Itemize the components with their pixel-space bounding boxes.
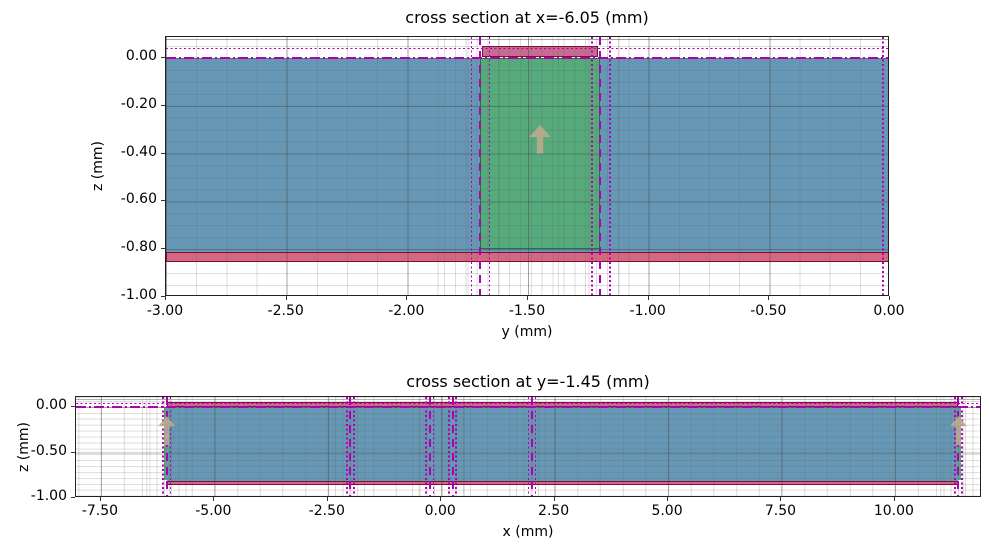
boundary-hline-dashdot <box>76 406 980 408</box>
boundary-vline-dotted <box>961 397 963 496</box>
boundary-vline-dashed <box>451 397 454 496</box>
x-tick-mark <box>326 497 328 501</box>
boundary-vline-dashed <box>599 37 602 295</box>
boundary-vline-dotted <box>591 37 593 295</box>
x-tick-label: 7.50 <box>764 503 797 519</box>
x-tick-label: 5.00 <box>651 503 683 519</box>
y-tick-mark <box>161 104 165 106</box>
x-tick-mark <box>527 296 528 300</box>
y-tick-label: -1.00 <box>30 488 67 504</box>
boundary-vline-dotted <box>954 397 956 496</box>
bottom-layer-pink <box>166 480 959 485</box>
boundary-vline-dotted <box>169 397 172 496</box>
x-tick-mark <box>285 296 287 300</box>
x-tick-mark <box>553 497 555 501</box>
x-tick-label: -7.50 <box>81 503 119 519</box>
boundary-vline-dotted <box>425 397 427 496</box>
bottom-plot-x-axis-label: x (mm) <box>502 524 554 540</box>
x-tick-label: 0.00 <box>873 303 905 319</box>
y-tick-mark <box>71 406 75 407</box>
bottom-plot-title: cross section at y=-1.45 (mm) <box>406 372 650 391</box>
fine-grid-band <box>411 397 471 496</box>
bottom-plot-area <box>75 396 981 497</box>
y-tick-mark <box>161 248 165 250</box>
top-bar-pink <box>166 402 959 407</box>
boundary-hline-dashdot <box>166 57 888 59</box>
y-tick-label: -0.40 <box>120 143 157 160</box>
x-tick-label: -1.50 <box>508 303 546 319</box>
y-tick-mark <box>161 57 165 59</box>
x-tick-mark <box>780 497 782 501</box>
x-tick-mark <box>165 296 166 300</box>
y-tick-label: -1.00 <box>120 287 157 303</box>
x-tick-label: -2.00 <box>388 303 425 319</box>
boundary-vline-dotted <box>346 397 348 496</box>
x-tick-label: -1.00 <box>629 303 666 319</box>
x-tick-mark <box>213 497 215 501</box>
y-tick-mark <box>71 497 75 498</box>
x-tick-mark <box>406 296 408 300</box>
boundary-vline-dotted <box>455 397 457 496</box>
x-tick-label: -3.00 <box>146 303 184 319</box>
bottom-layer-pink-edge <box>166 251 888 263</box>
boundary-vline-dotted <box>609 37 611 295</box>
x-tick-mark <box>667 497 669 501</box>
bottom-layer-pink <box>166 251 888 263</box>
boundary-hline-dotted <box>76 402 980 405</box>
y-tick-label: -0.50 <box>30 442 67 459</box>
boundary-hline-dotted <box>166 47 888 50</box>
x-tick-label: -2.50 <box>308 503 345 519</box>
x-tick-mark <box>647 296 649 300</box>
y-tick-label: 0.00 <box>35 397 67 413</box>
top-plot-title: cross section at x=-6.05 (mm) <box>405 8 649 27</box>
boundary-vline-dashed <box>428 397 431 496</box>
x-tick-mark <box>768 296 770 300</box>
boundary-vline-dotted <box>353 397 355 496</box>
x-tick-mark <box>99 497 101 501</box>
y-tick-mark <box>71 451 75 453</box>
boundary-vline-dashed <box>349 397 352 496</box>
substrate-slab-blue <box>166 407 959 481</box>
boundary-vline-dashed <box>165 397 168 496</box>
x-tick-mark <box>893 497 895 501</box>
boundary-vline-dashed <box>530 397 533 496</box>
x-tick-label: 10.00 <box>873 503 914 519</box>
boundary-vline-dotted <box>470 37 473 295</box>
boundary-vline-dotted <box>527 397 530 496</box>
y-tick-label: 0.00 <box>125 48 157 65</box>
boundary-vline-dotted <box>488 37 491 295</box>
top-plot-x-axis-label: y (mm) <box>501 324 553 340</box>
x-tick-label: -0.50 <box>750 303 787 319</box>
y-tick-mark <box>161 200 165 202</box>
x-tick-label: -2.50 <box>267 303 304 319</box>
x-tick-mark <box>440 497 442 501</box>
boundary-vline-dotted <box>882 37 884 295</box>
x-tick-label: 0.00 <box>424 503 456 519</box>
x-tick-mark <box>889 296 890 300</box>
boundary-vline-dashed <box>957 397 960 496</box>
y-tick-mark <box>161 152 165 154</box>
x-tick-label: -5.00 <box>195 503 232 519</box>
y-tick-label: -0.60 <box>120 191 157 208</box>
top-bar-pink-edge <box>482 46 598 57</box>
boundary-vline-dashed <box>478 37 481 295</box>
fine-grid-band <box>935 397 977 496</box>
waveguide-green-edge <box>479 58 601 250</box>
boundary-vline-dotted <box>162 397 164 496</box>
y-tick-mark <box>161 296 165 297</box>
top-bar-pink <box>482 46 598 57</box>
y-tick-label: -0.80 <box>120 239 157 256</box>
boundary-vline-dotted <box>534 397 537 496</box>
bottom-layer-pink-edge <box>166 480 959 485</box>
boundary-vline-dotted <box>432 397 435 496</box>
y-tick-label: -0.20 <box>120 95 157 112</box>
x-tick-label: 2.50 <box>538 503 570 519</box>
top-plot-area <box>165 36 889 296</box>
boundary-vline-dotted <box>448 397 450 496</box>
